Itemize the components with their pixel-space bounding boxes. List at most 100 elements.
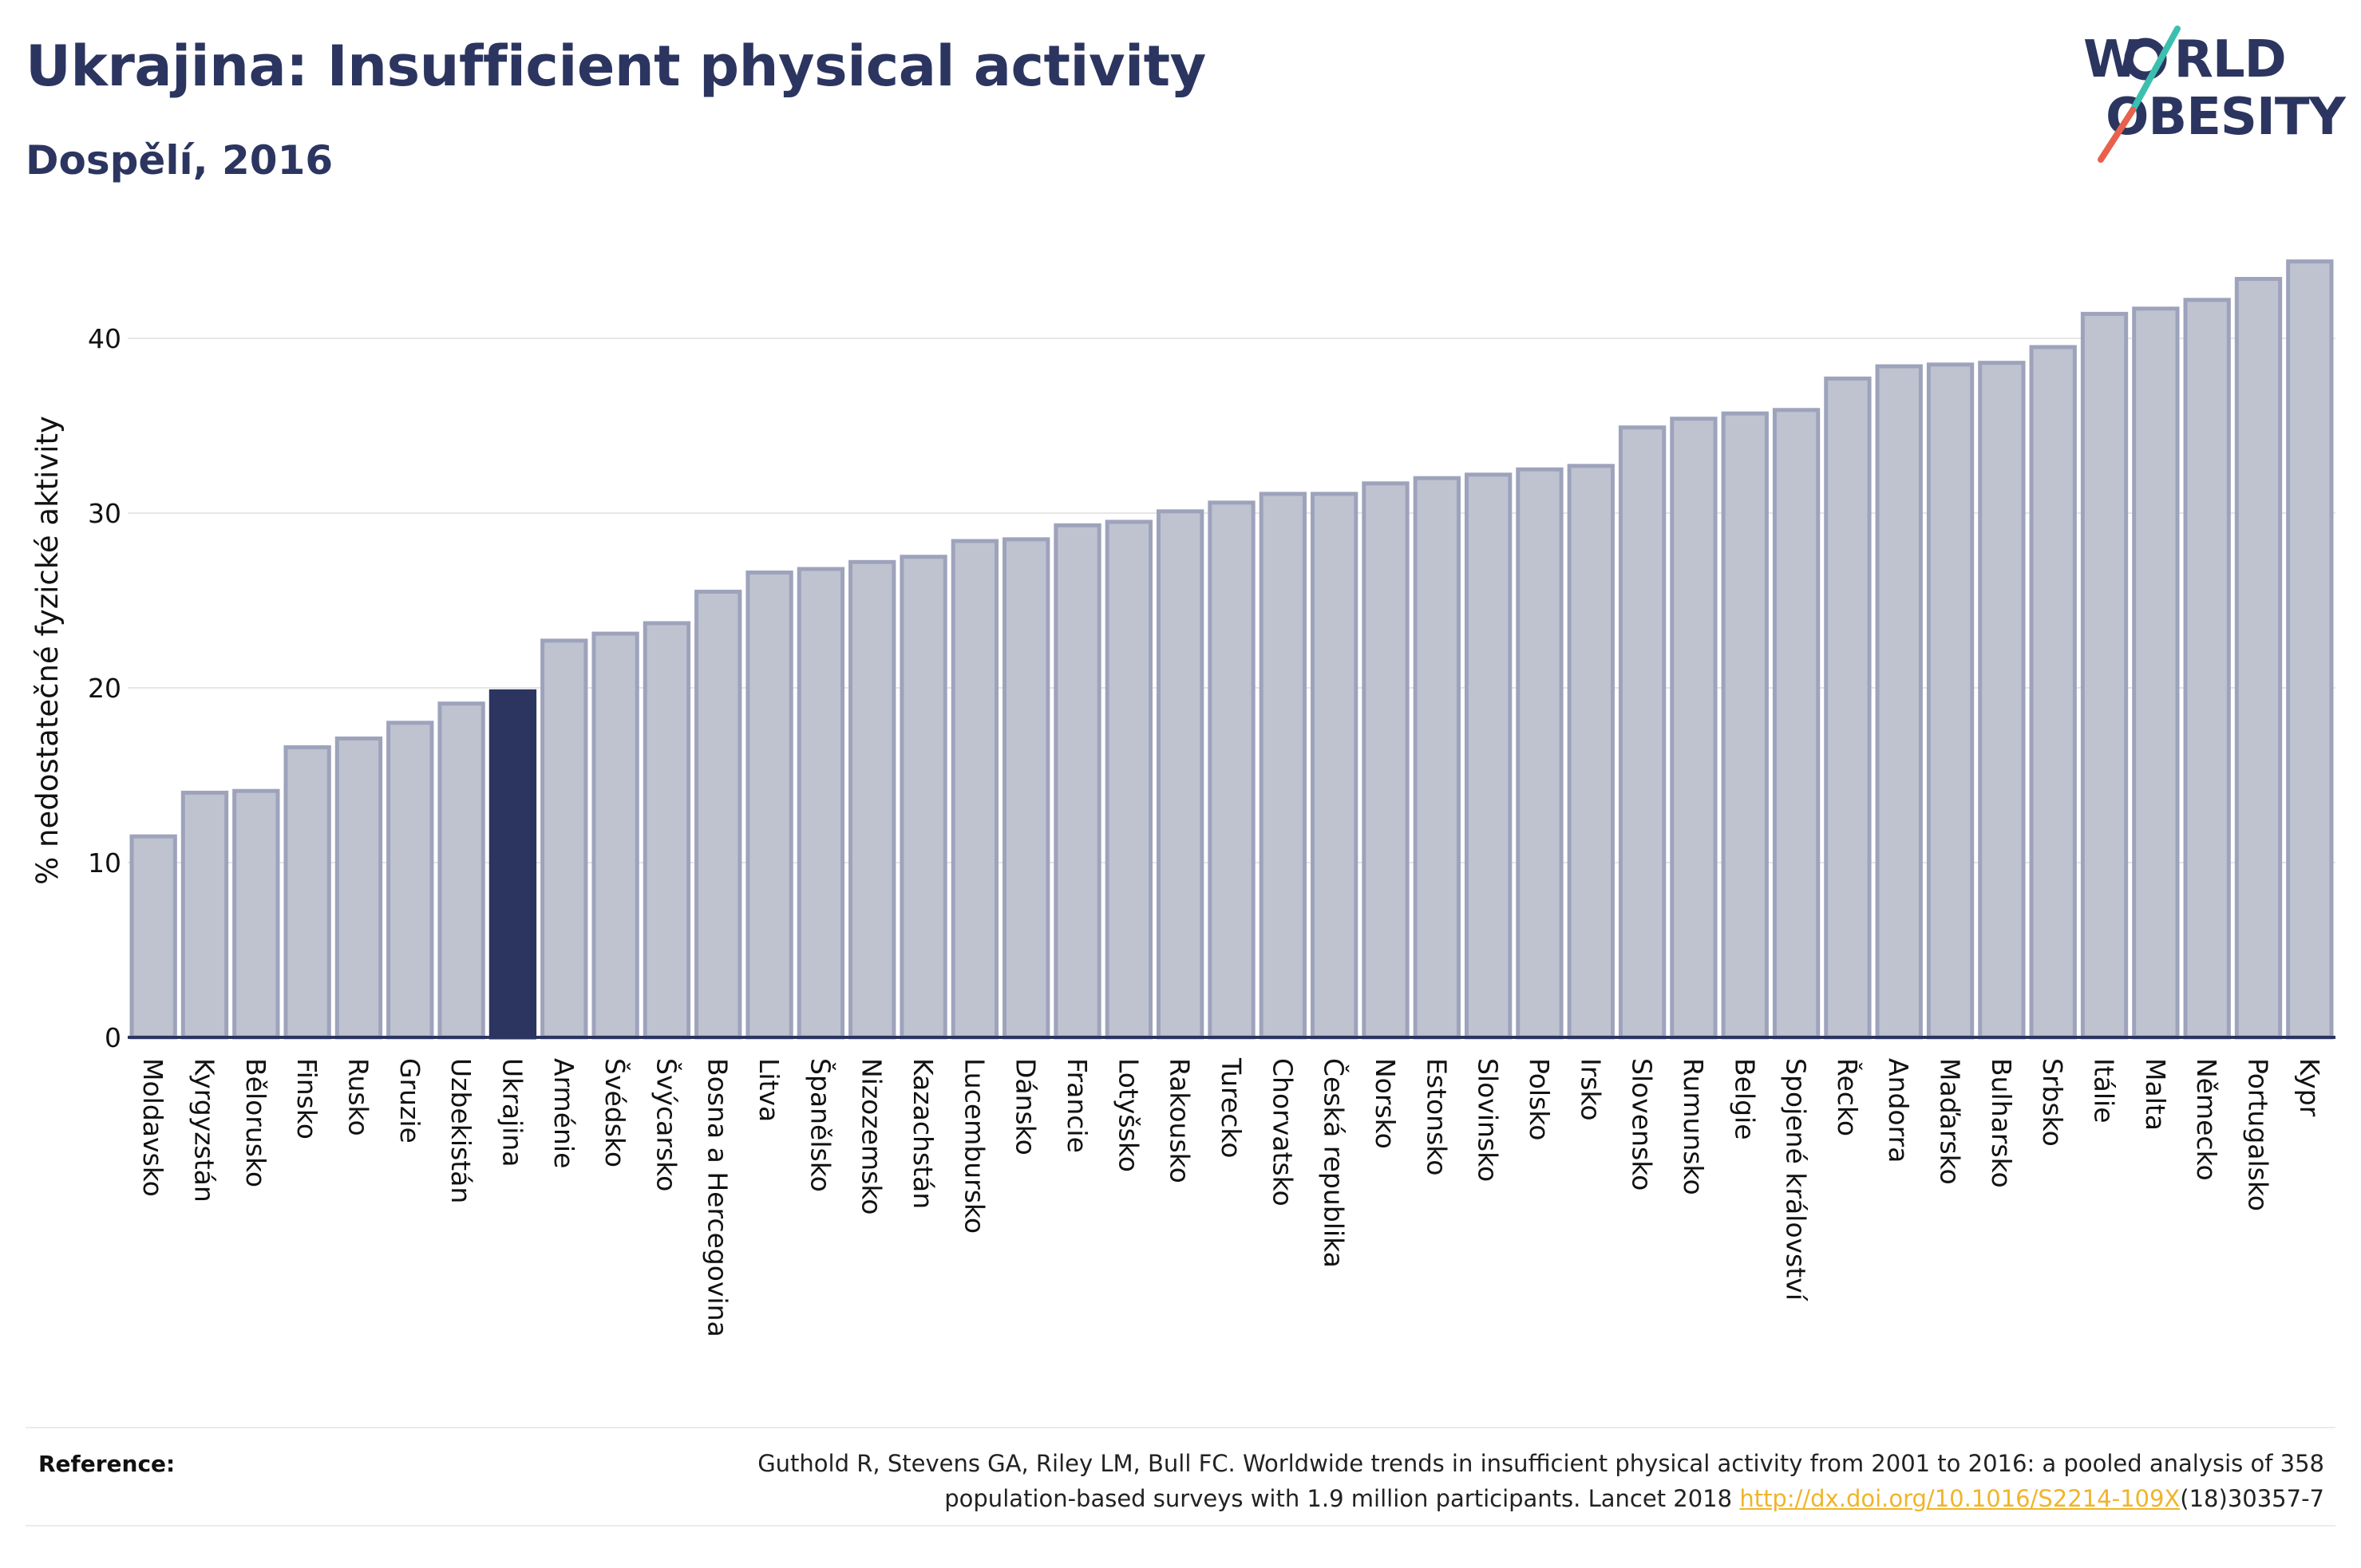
bar-srbsko bbox=[2029, 345, 2077, 1040]
x-tick-label: Bulharsko bbox=[1986, 1058, 2017, 1188]
bar-slovinsko bbox=[1464, 472, 1513, 1040]
bar-maďarsko bbox=[1926, 362, 1975, 1040]
bar-irsko bbox=[1567, 464, 1615, 1040]
reference-bottom-rule bbox=[26, 1525, 2335, 1527]
bar-estonsko bbox=[1413, 476, 1461, 1040]
x-tick-label: Česká republika bbox=[1319, 1058, 1351, 1268]
reference-line-2: population-based surveys with 1.9 millio… bbox=[488, 1481, 2324, 1516]
x-tick-label: Kazachstán bbox=[908, 1058, 939, 1209]
logo-besity: BESITY bbox=[2148, 88, 2346, 147]
bar-andorra bbox=[1875, 364, 1923, 1040]
reference-line-1: Guthold R, Stevens GA, Riley LM, Bull FC… bbox=[757, 1450, 2324, 1477]
y-tick-label: 0 bbox=[105, 1022, 121, 1053]
bar-rumunsko bbox=[1670, 417, 1718, 1040]
bar-kyrgyzstán bbox=[180, 790, 229, 1040]
x-tick-label: Švýcarsko bbox=[651, 1058, 682, 1191]
bar-nizozemsko bbox=[848, 559, 896, 1040]
reference-line-2-post: (18)30357-7 bbox=[2180, 1485, 2324, 1512]
x-tick-label: Slovensko bbox=[1627, 1058, 1658, 1191]
bar-bosna-a-hercegovina bbox=[694, 590, 742, 1040]
bar-švédsko bbox=[591, 631, 639, 1040]
bar-slovensko bbox=[1618, 425, 1667, 1040]
x-tick-label: Francie bbox=[1062, 1058, 1093, 1153]
bar-švýcarsko bbox=[643, 621, 691, 1040]
x-tick-label: Rakousko bbox=[1165, 1058, 1196, 1183]
bar-gruzie bbox=[386, 721, 434, 1040]
bar-itálie bbox=[2080, 311, 2129, 1040]
bar-rusko bbox=[334, 737, 383, 1040]
bar-česká-republika bbox=[1310, 492, 1358, 1040]
bar-lotyšsko bbox=[1105, 519, 1153, 1040]
bar-kypr bbox=[2286, 259, 2334, 1040]
bar-bělorusko bbox=[232, 788, 280, 1040]
bars bbox=[129, 259, 2334, 1040]
bar-uzbekistán bbox=[437, 701, 485, 1040]
x-tick-label: Gruzie bbox=[394, 1058, 425, 1143]
bar-německo bbox=[2183, 298, 2231, 1040]
chart-subtitle: Dospělí, 2016 bbox=[26, 137, 334, 184]
reference-text: Guthold R, Stevens GA, Riley LM, Bull FC… bbox=[488, 1446, 2324, 1516]
bar-spojené-království bbox=[1772, 408, 1821, 1040]
bar-litva bbox=[745, 570, 793, 1040]
bar-francie bbox=[1054, 523, 1101, 1040]
bar-chorvatsko bbox=[1259, 492, 1307, 1040]
x-tick-label: Itálie bbox=[2089, 1058, 2120, 1124]
x-tick-label: Malta bbox=[2140, 1058, 2171, 1131]
x-tick-label: Maďarsko bbox=[1935, 1058, 1966, 1185]
x-tick-label: Srbsko bbox=[2037, 1058, 2068, 1147]
x-tick-label: Norsko bbox=[1370, 1058, 1401, 1149]
logo-rld: RLD bbox=[2174, 30, 2286, 89]
x-tick-label: Rusko bbox=[342, 1058, 374, 1136]
bar-norsko bbox=[1362, 481, 1410, 1040]
x-tick-labels: Moldavsko Kyrgyzstán Bělorusko Finsko Rusko G… bbox=[137, 1057, 2325, 1337]
x-tick-label: Belgie bbox=[1729, 1058, 1760, 1140]
x-tick-label: Řecko bbox=[1832, 1058, 1864, 1136]
bar-řecko bbox=[1824, 376, 1872, 1040]
x-tick-label: Chorvatsko bbox=[1267, 1058, 1298, 1207]
bar-arménie bbox=[540, 638, 588, 1040]
x-tick-label: Ukrajina bbox=[496, 1058, 528, 1167]
reference-line-2-pre: population-based surveys with 1.9 millio… bbox=[944, 1485, 1740, 1512]
x-tick-label: Španělsko bbox=[805, 1058, 836, 1192]
y-tick-label: 30 bbox=[88, 498, 121, 529]
x-tick-label: Lucembursko bbox=[959, 1058, 990, 1234]
y-tick-label: 20 bbox=[88, 673, 121, 704]
x-tick-label: Švédsko bbox=[599, 1058, 631, 1167]
x-tick-label: Andorra bbox=[1883, 1058, 1914, 1163]
x-tick-label: Kyrgyzstán bbox=[188, 1058, 219, 1203]
x-tick-label: Lotyšsko bbox=[1113, 1058, 1144, 1172]
bar-finsko bbox=[283, 745, 331, 1040]
bar-lucembursko bbox=[951, 539, 999, 1040]
bar-bulharsko bbox=[1978, 361, 2026, 1040]
y-tick-label: 40 bbox=[88, 323, 121, 354]
logo-slash-bottom bbox=[2098, 107, 2136, 163]
chart-title: Ukrajina: Insufficient physical activity bbox=[26, 34, 1206, 99]
x-tick-label: Slovinsko bbox=[1473, 1058, 1504, 1182]
bar-ukrajina bbox=[488, 689, 537, 1040]
x-tick-label: Německo bbox=[2191, 1058, 2222, 1181]
bar-polsko bbox=[1516, 467, 1564, 1040]
y-axis-label: % nedostatečné fyzické aktivity bbox=[30, 416, 65, 885]
x-tick-label: Portugalsko bbox=[2243, 1058, 2274, 1211]
x-tick-label: Bosna a Hercegovina bbox=[702, 1058, 734, 1337]
reference-label: Reference: bbox=[38, 1451, 176, 1477]
x-tick-label: Polsko bbox=[1524, 1058, 1555, 1140]
x-tick-label: Irsko bbox=[1575, 1058, 1606, 1121]
bar-rakousko bbox=[1157, 509, 1204, 1040]
bar-belgie bbox=[1721, 411, 1769, 1040]
x-tick-label: Bělorusko bbox=[240, 1058, 271, 1187]
y-tick-labels: 0 10 20 30 40 bbox=[88, 323, 121, 1053]
x-tick-label: Estonsko bbox=[1421, 1058, 1452, 1175]
x-tick-label: Kypr bbox=[2294, 1058, 2325, 1117]
x-tick-label: Rumunsko bbox=[1678, 1058, 1709, 1195]
reference-top-rule bbox=[26, 1427, 2335, 1428]
bar-moldavsko bbox=[129, 834, 177, 1040]
x-tick-label: Spojené království bbox=[1781, 1058, 1812, 1302]
x-tick-label: Uzbekistán bbox=[445, 1058, 477, 1203]
reference-doi-link[interactable]: http://dx.doi.org/10.1016/S2214-109X bbox=[1739, 1485, 2181, 1512]
x-tick-label: Moldavsko bbox=[137, 1058, 168, 1197]
y-tick-label: 10 bbox=[88, 847, 121, 879]
bar-dánsko bbox=[1003, 537, 1050, 1040]
